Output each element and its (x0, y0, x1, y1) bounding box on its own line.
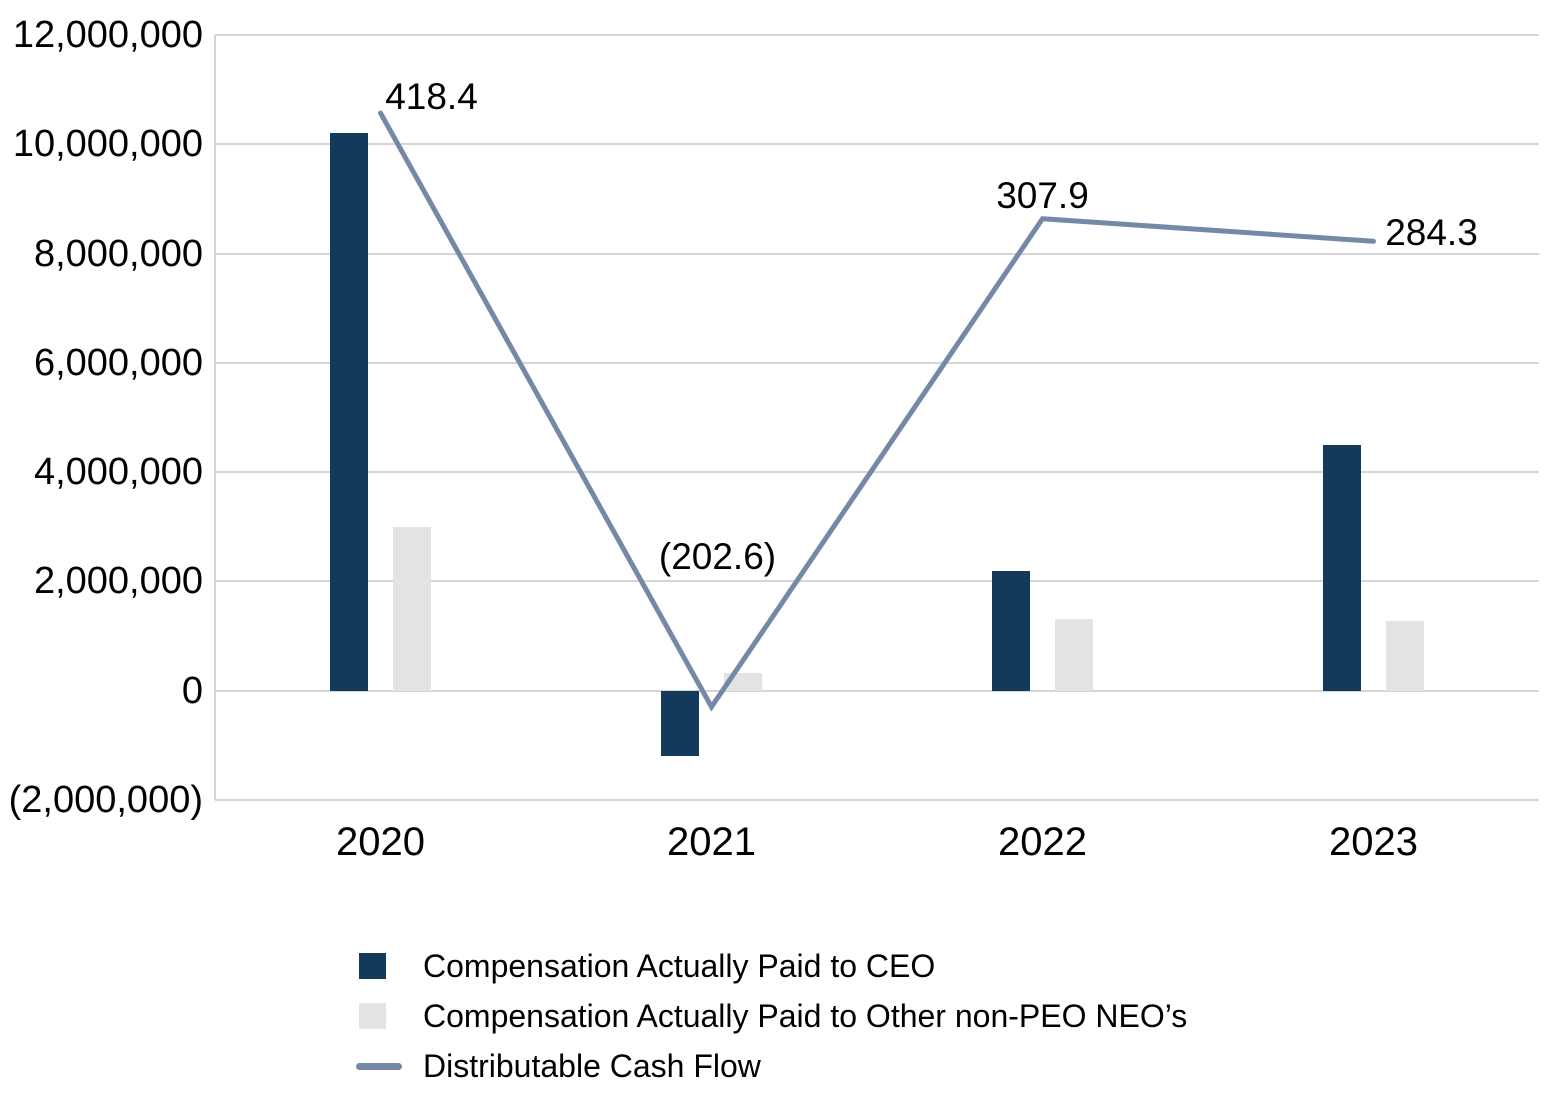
dcf-line-swatch-icon (356, 1062, 402, 1070)
bar-2020-neo (393, 526, 431, 691)
ceo-bar-swatch-icon (359, 953, 386, 979)
x-axis-tick-label-2023: 2023 (1329, 820, 1418, 864)
dcf-data-label-2020: 418.4 (385, 76, 478, 118)
legend: Compensation Actually Paid to CEO Compen… (356, 941, 1187, 1091)
x-axis-tick-label-2021: 2021 (667, 820, 756, 864)
legend-swatch-slot (356, 1003, 402, 1029)
bar-2021-ceo (661, 690, 699, 757)
legend-label-neo: Compensation Actually Paid to Other non-… (423, 997, 1188, 1034)
legend-item-dcf: Distributable Cash Flow (356, 1041, 1187, 1091)
legend-swatch-slot (356, 953, 402, 979)
legend-item-neo: Compensation Actually Paid to Other non-… (356, 991, 1187, 1041)
x-axis-tick-label-2022: 2022 (998, 820, 1087, 864)
bar-2022-neo (1055, 619, 1093, 691)
y-axis-tick-label: (2,000,000) (8, 779, 203, 821)
bar-2022-ceo (992, 570, 1030, 691)
legend-swatch-slot (356, 1062, 402, 1070)
dcf-data-label-2023: 284.3 (1385, 212, 1478, 254)
y-axis-tick-label: 2,000,000 (33, 560, 203, 603)
legend-item-ceo: Compensation Actually Paid to CEO (356, 941, 1187, 991)
dcf-line (378, 110, 1376, 712)
y-axis-line (214, 35, 216, 800)
x-axis-tick-label-2020: 2020 (336, 820, 425, 864)
bar-2023-neo (1386, 620, 1424, 691)
plot-area: 418.4 (202.6) 307.9 284.3 (214, 34, 1539, 801)
legend-label-dcf: Distributable Cash Flow (423, 1047, 761, 1084)
y-axis-tick-label: 8,000,000 (33, 232, 203, 275)
y-axis-tick-label: 0 (181, 669, 203, 712)
line-layer (378, 110, 1376, 712)
neo-bar-swatch-icon (359, 1003, 386, 1029)
y-axis-tick-label: 6,000,000 (33, 341, 203, 384)
bar-2023-ceo (1323, 444, 1361, 691)
dcf-data-label-2022: 307.9 (996, 174, 1089, 216)
y-axis-tick-label: 10,000,000 (12, 123, 203, 166)
legend-label-ceo: Compensation Actually Paid to CEO (423, 947, 936, 984)
y-axis-tick-label: 4,000,000 (33, 451, 203, 494)
dcf-data-label-2021: (202.6) (658, 535, 777, 577)
bar-2020-ceo (330, 133, 368, 691)
y-axis-tick-label: 12,000,000 (12, 14, 203, 56)
